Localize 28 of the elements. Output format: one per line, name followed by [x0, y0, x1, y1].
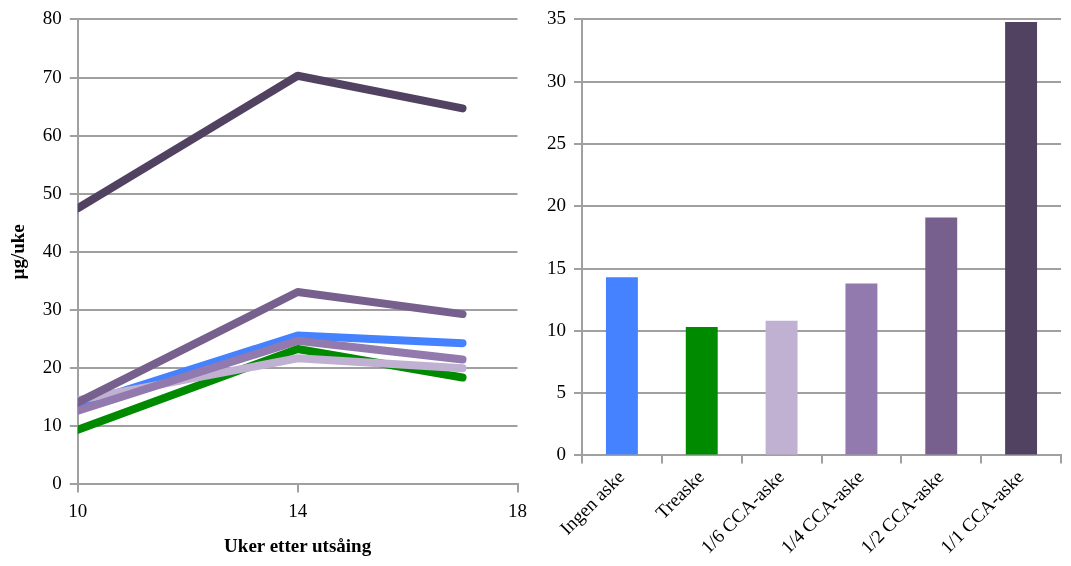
bar	[605, 277, 638, 455]
y-tick-label: 30	[42, 298, 62, 320]
y-tick-label: 40	[42, 239, 62, 261]
y-axis-title: µg/uke	[7, 224, 29, 280]
x-tick-label: 10	[68, 499, 88, 521]
y-tick-label: 80	[42, 7, 62, 29]
bar	[845, 283, 878, 455]
y-tick-label: 35	[547, 7, 566, 29]
y-tick-label: 0	[556, 443, 566, 465]
bar	[925, 217, 958, 455]
y-tick-label: 10	[547, 318, 566, 340]
bar	[1005, 21, 1038, 455]
y-tick-label: 60	[42, 123, 62, 145]
y-tick-label: 20	[547, 194, 566, 216]
y-tick-label: 20	[42, 356, 62, 378]
y-tick-label: 30	[547, 69, 566, 91]
y-tick-label: 0	[52, 472, 62, 494]
bar	[685, 327, 718, 455]
x-axis-title: Uker etter utsåing	[224, 534, 372, 556]
y-tick-label: 50	[42, 181, 62, 203]
y-tick-label: 15	[547, 256, 566, 278]
y-tick-label: 10	[42, 414, 62, 436]
y-tick-label: 25	[547, 131, 566, 153]
x-tick-label: 14	[288, 499, 308, 521]
y-tick-label: 5	[556, 381, 566, 403]
bar	[765, 320, 798, 455]
y-tick-label: 70	[42, 65, 62, 87]
x-tick-label: 18	[508, 499, 527, 521]
